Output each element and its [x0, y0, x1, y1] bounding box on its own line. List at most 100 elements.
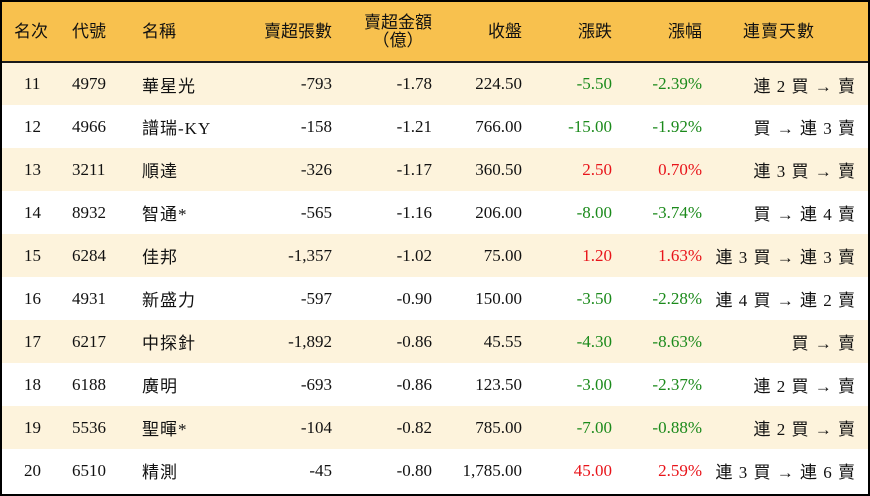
table-body: 11 4979 華星光 -793 -1.78 224.50 -5.50 -2.39% 連 2 買… — [2, 62, 868, 492]
code-cell: 5536 — [72, 417, 106, 437]
net-sell-amount-cell: -1.21 — [396, 116, 432, 136]
rank-cell: 16 — [24, 288, 41, 308]
net-sell-amount-cell: -0.82 — [396, 417, 432, 437]
change-pct-cell: -0.88% — [652, 417, 702, 437]
header-streak: 連賣天數 — [702, 2, 868, 63]
code-cell: 6217 — [72, 331, 106, 351]
net-sell-lots-cell: -793 — [300, 74, 332, 93]
close-cell: 785.00 — [475, 417, 522, 437]
name-cell: 順達 — [142, 162, 178, 181]
change-cell: 1.20 — [582, 245, 612, 265]
table-row: 12 4966 譜瑞-KY -158 -1.21 766.00 -15.00 -1.92% 買 … — [2, 105, 868, 148]
net-sell-lots-cell: -693 — [300, 374, 332, 394]
table-row: 19 5536 聖暉* -104 -0.82 785.00 -7.00 -0.88% 連 2 買… — [2, 406, 868, 449]
change-pct-cell: -2.37% — [652, 374, 702, 394]
table-row: 11 4979 華星光 -793 -1.78 224.50 -5.50 -2.39% 連 2 買… — [2, 62, 868, 105]
net-sell-amount-cell: -0.86 — [396, 374, 432, 394]
close-cell: 766.00 — [475, 116, 522, 136]
code-cell: 3211 — [72, 159, 106, 179]
header-rank: 名次 — [2, 2, 72, 63]
header-code: 代號 — [72, 2, 142, 63]
table-row: 13 3211 順達 -326 -1.17 360.50 2.50 0.70% 連 3 買 → … — [2, 148, 868, 191]
table-header-row: 名次 代號 名稱 賣超張數 賣超金額 （億） 收盤 漲跌 漲幅 連賣天數 — [2, 2, 868, 63]
net-sell-amount-cell: -1.78 — [396, 74, 432, 93]
table-row: 15 6284 佳邦 -1,357 -1.02 75.00 1.20 1.63% 連 3 買 →… — [2, 234, 868, 277]
change-cell: -5.50 — [576, 74, 612, 93]
change-pct-cell: -2.39% — [652, 74, 702, 93]
rank-cell: 19 — [24, 417, 41, 437]
code-cell: 6188 — [72, 374, 106, 394]
rank-cell: 13 — [24, 159, 41, 179]
change-cell: -3.00 — [576, 374, 612, 394]
header-name: 名稱 — [142, 2, 242, 63]
change-cell: -8.00 — [576, 202, 612, 222]
streak-cell: 連 3 買 → 連 6 賣 — [715, 463, 856, 482]
net-sell-amount-cell: -0.80 — [396, 460, 432, 480]
table-row: 17 6217 中探針 -1,892 -0.86 45.55 -4.30 -8.63% 買 → … — [2, 320, 868, 363]
streak-cell: 連 2 買 → 賣 — [753, 76, 856, 96]
close-cell: 1,785.00 — [462, 460, 523, 480]
streak-cell: 連 3 買 → 賣 — [753, 162, 856, 181]
streak-cell: 連 4 買 → 連 2 賣 — [715, 291, 856, 310]
rank-cell: 11 — [24, 74, 41, 93]
table-row: 16 4931 新盛力 -597 -0.90 150.00 -3.50 -2.28% 連 4 買… — [2, 277, 868, 320]
net-sell-lots-cell: -45 — [309, 460, 332, 480]
rank-cell: 14 — [24, 202, 41, 222]
rank-cell: 17 — [24, 331, 41, 351]
header-close: 收盤 — [432, 2, 522, 63]
header-net-sell-amount: 賣超金額 （億） — [332, 2, 432, 63]
name-cell: 廣明 — [142, 377, 178, 396]
rank-cell: 18 — [24, 374, 41, 394]
name-cell: 智通* — [142, 205, 188, 224]
code-cell: 4931 — [72, 288, 106, 308]
code-cell: 8932 — [72, 202, 106, 222]
code-cell: 6510 — [72, 460, 106, 480]
net-sell-lots-cell: -104 — [300, 417, 332, 437]
net-sell-amount-cell: -0.90 — [396, 288, 432, 308]
change-pct-cell: -2.28% — [652, 288, 702, 308]
rank-cell: 12 — [24, 116, 41, 136]
close-cell: 360.50 — [475, 159, 522, 179]
streak-cell: 買 → 連 3 賣 — [753, 119, 856, 138]
change-pct-cell: -3.74% — [652, 202, 702, 222]
net-sell-amount-cell: -1.16 — [396, 202, 432, 222]
net-sell-lots-cell: -1,892 — [288, 331, 332, 351]
streak-cell: 連 2 買 → 賣 — [753, 377, 856, 396]
net-sell-amount-cell: -0.86 — [396, 331, 432, 351]
header-net-sell-amount-unit: （億） — [372, 30, 424, 50]
streak-cell: 連 3 買 → 連 3 賣 — [715, 248, 856, 267]
streak-cell: 買 → 賣 — [791, 334, 856, 353]
name-cell: 中探針 — [142, 334, 196, 353]
change-cell: 45.00 — [573, 460, 612, 480]
change-cell: -7.00 — [576, 417, 612, 437]
close-cell: 206.00 — [475, 202, 522, 222]
change-pct-cell: -8.63% — [652, 331, 702, 351]
net-sell-lots-cell: -158 — [300, 116, 332, 136]
net-sell-amount-cell: -1.02 — [396, 245, 432, 265]
net-sell-lots-cell: -565 — [300, 202, 332, 222]
change-cell: 2.50 — [582, 159, 612, 179]
change-pct-cell: 1.63% — [658, 245, 702, 265]
header-net-sell-lots: 賣超張數 — [242, 2, 332, 63]
code-cell: 4966 — [72, 116, 106, 136]
table-row: 18 6188 廣明 -693 -0.86 123.50 -3.00 -2.37% 連 2 買 … — [2, 363, 868, 406]
net-sell-amount-cell: -1.17 — [396, 159, 432, 179]
net-sell-lots-cell: -326 — [300, 159, 332, 179]
table-row: 20 6510 精測 -45 -0.80 1,785.00 45.00 2.59% 連 3 買 … — [2, 449, 868, 492]
change-pct-cell: 2.59% — [658, 460, 702, 480]
header-change-pct: 漲幅 — [612, 2, 702, 63]
close-cell: 75.00 — [483, 245, 522, 265]
code-cell: 6284 — [72, 245, 106, 265]
change-cell: -4.30 — [576, 331, 612, 351]
rank-cell: 20 — [24, 460, 41, 480]
close-cell: 123.50 — [475, 374, 522, 394]
rank-cell: 15 — [24, 245, 41, 265]
name-cell: 新盛力 — [142, 291, 196, 310]
name-cell: 佳邦 — [142, 248, 178, 267]
name-cell: 聖暉* — [142, 420, 188, 439]
header-change: 漲跌 — [522, 2, 612, 63]
streak-cell: 買 → 連 4 賣 — [753, 205, 856, 224]
header-net-sell-amount-label: 賣超金額 — [364, 12, 432, 32]
close-cell: 150.00 — [475, 288, 522, 308]
